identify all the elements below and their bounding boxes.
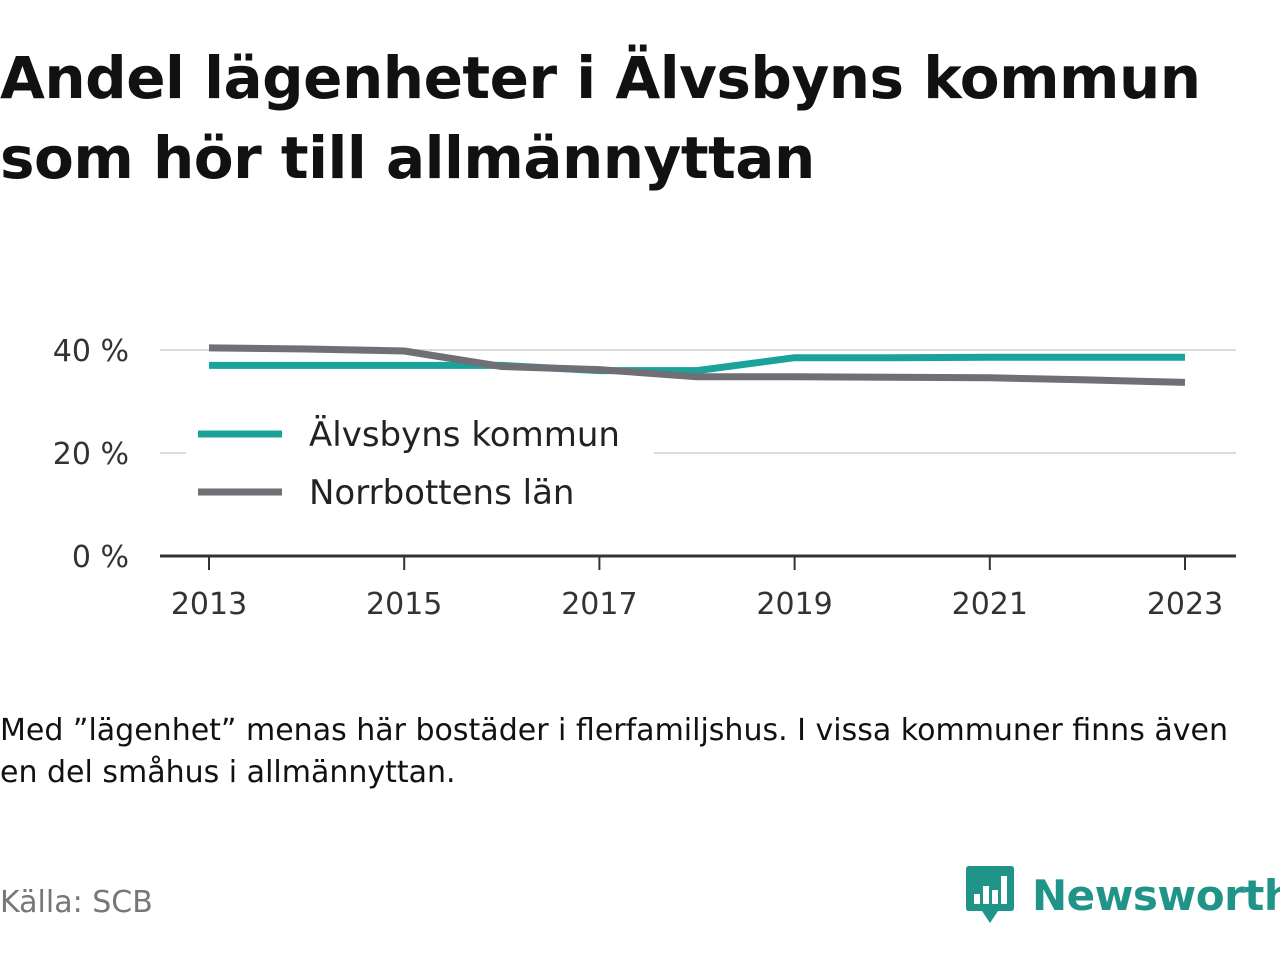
- chart-title-line-2: som hör till allmännyttan: [0, 124, 815, 192]
- footnote: Med ”lägenhet” menas här bostäder i fler…: [0, 713, 1228, 790]
- y-tick-label: 20 %: [53, 437, 129, 472]
- x-tick-label: 2023: [1147, 587, 1223, 622]
- line-chart: 0 % 20 % 40 % Älvsbyns kommun Norrbottens l…: [53, 334, 1236, 622]
- chart-title-line-1: Andel lägenheter i Älvsbyns kommun: [0, 44, 1201, 112]
- series-lines: [208, 344, 1186, 386]
- series-line: [208, 344, 1186, 386]
- brand-name: Newsworthy: [1032, 870, 1280, 920]
- legend-label: Älvsbyns kommun: [309, 415, 620, 455]
- legend-background: [186, 408, 654, 526]
- series-line: [209, 353, 1185, 375]
- x-tick-label: 2013: [171, 587, 247, 622]
- x-tick-label: 2015: [366, 587, 442, 622]
- x-axis: 2013 2015 2017 2019 2021 2023: [160, 554, 1236, 622]
- legend-label: Norrbottens län: [309, 473, 574, 513]
- legend: Älvsbyns kommun Norrbottens län: [186, 408, 654, 526]
- y-tick-label: 40 %: [53, 334, 129, 369]
- brand-logo: Newsworthy: [964, 864, 1280, 926]
- bar-chart-speech-bubble-icon: [966, 866, 1014, 923]
- x-tick-label: 2021: [952, 587, 1028, 622]
- chart-title: Andel lägenheter i Älvsbyns kommun som h…: [0, 38, 1280, 198]
- x-tick-label: 2017: [561, 587, 637, 622]
- x-tick-label: 2019: [756, 587, 832, 622]
- y-axis-tick-labels: 0 % 20 % 40 %: [53, 334, 129, 575]
- source-credit: Källa: SCB: [0, 885, 153, 920]
- y-tick-label: 0 %: [72, 540, 129, 575]
